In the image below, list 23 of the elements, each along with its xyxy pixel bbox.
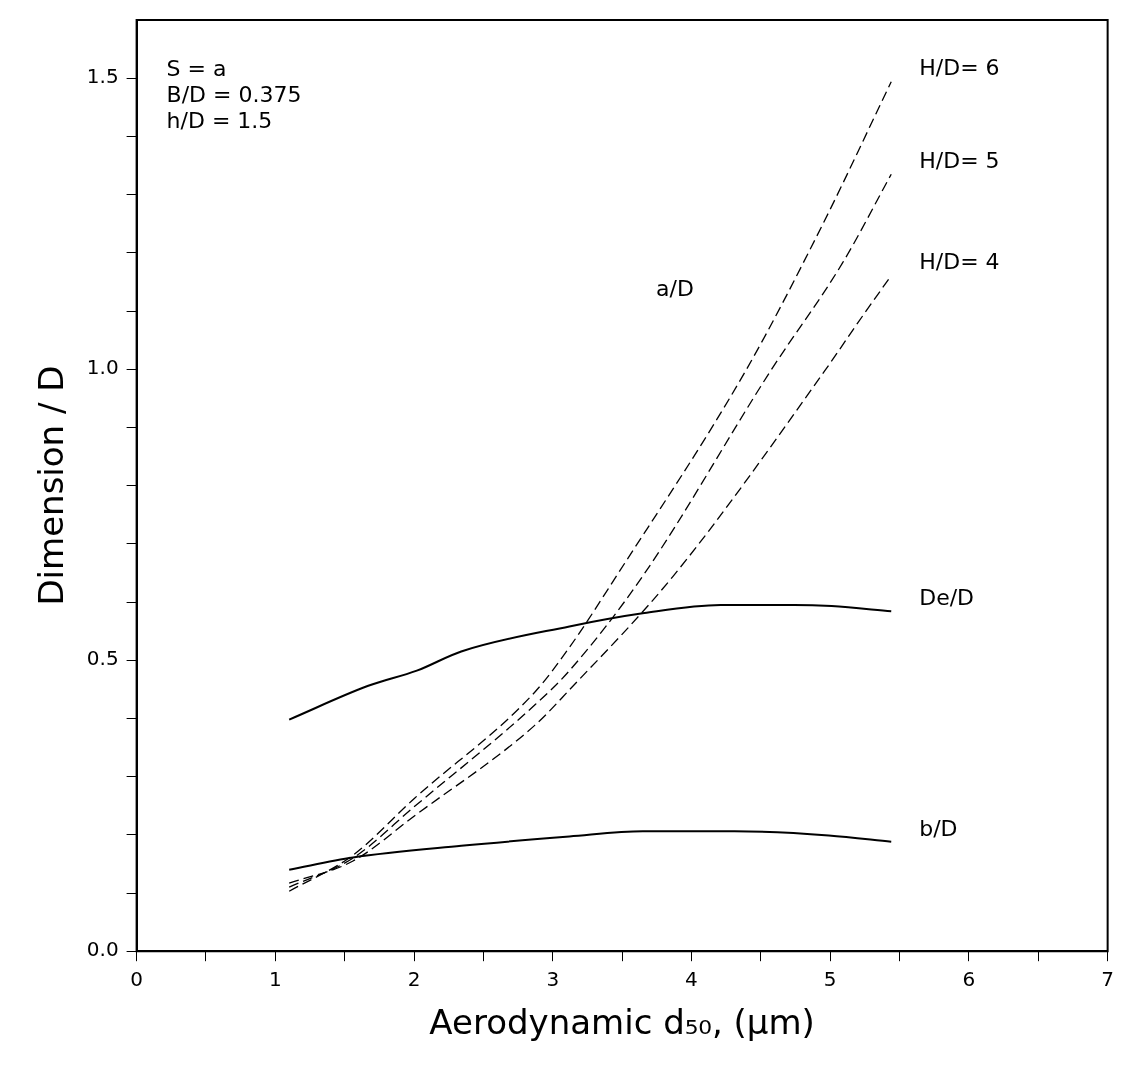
annotation: a/D bbox=[656, 275, 694, 301]
annotation: S = a bbox=[166, 55, 227, 81]
series-label: b/D bbox=[919, 815, 958, 841]
series-label: H/D= 5 bbox=[919, 147, 1000, 173]
series-label: H/D= 6 bbox=[919, 55, 1000, 81]
y-tick-label: 0.5 bbox=[86, 646, 119, 671]
x-tick-label: 4 bbox=[685, 967, 698, 992]
x-tick-label: 1 bbox=[268, 967, 282, 992]
y-tick-label: 0.0 bbox=[86, 937, 119, 962]
x-tick-label: 0 bbox=[130, 967, 143, 992]
series-label: De/D bbox=[919, 585, 975, 611]
series-label: H/D= 4 bbox=[919, 249, 1000, 275]
x-tick-label: 3 bbox=[546, 967, 560, 992]
annotation: h/D = 1.5 bbox=[166, 107, 273, 133]
y-axis-title: Dimension / D bbox=[31, 365, 72, 606]
x-axis-title: Aerodynamic d₅₀, (μm) bbox=[429, 1002, 815, 1043]
x-tick-label: 7 bbox=[1101, 967, 1114, 992]
annotation: B/D = 0.375 bbox=[166, 81, 302, 107]
x-tick-label: 6 bbox=[962, 967, 976, 992]
x-tick-label: 5 bbox=[823, 967, 837, 992]
y-tick-label: 1.5 bbox=[86, 64, 119, 89]
x-tick-label: 2 bbox=[407, 967, 421, 992]
y-tick-label: 1.0 bbox=[86, 355, 119, 380]
